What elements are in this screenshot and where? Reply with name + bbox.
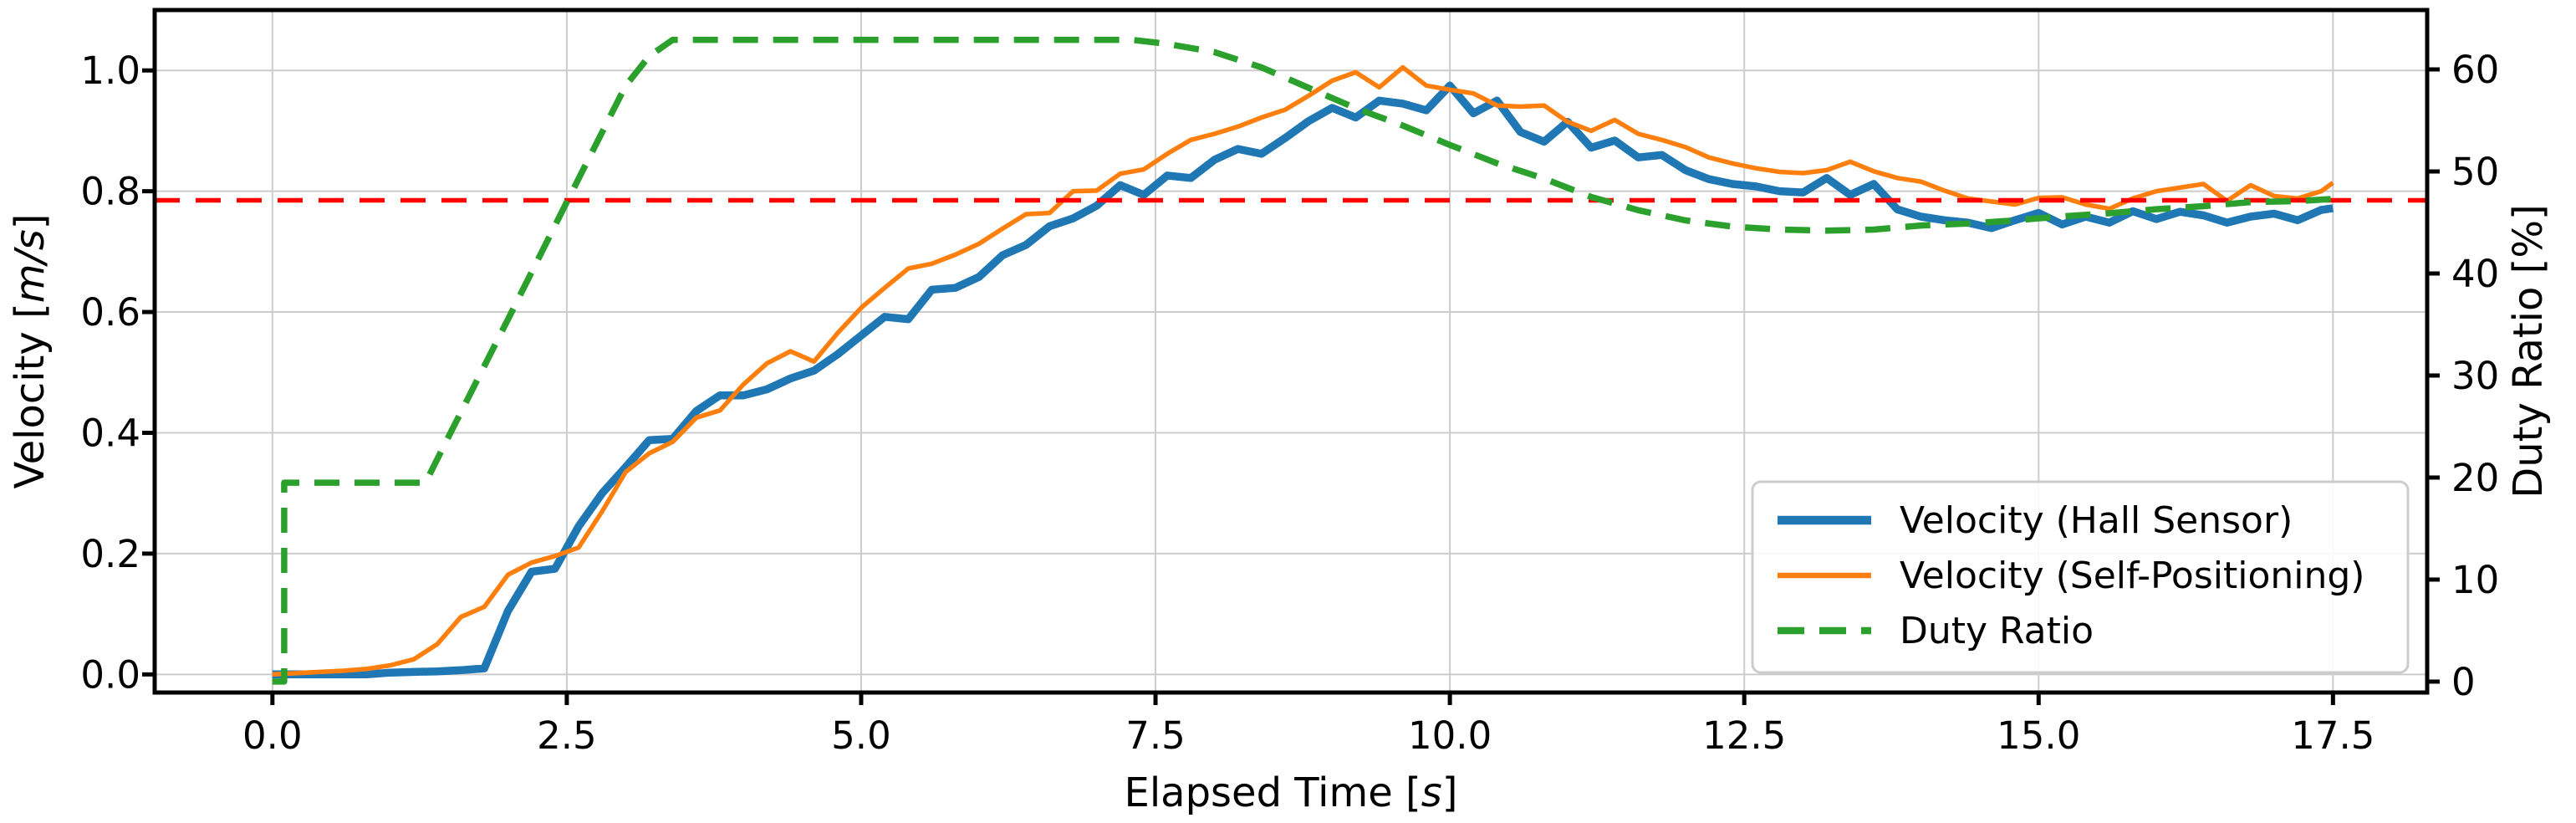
legend-label: Duty Ratio [1900, 610, 2094, 652]
y-right-tick-label: 60 [2451, 48, 2499, 92]
y-left-tick-label: 0.0 [80, 652, 140, 697]
y-right-tick-label: 30 [2451, 354, 2499, 398]
data-series-layer [155, 36, 2427, 685]
plot-spines [152, 8, 2430, 695]
x-tick-label: 17.5 [2291, 713, 2375, 758]
y-right-tick-label: 20 [2451, 456, 2499, 500]
y-right-tick-label: 50 [2451, 150, 2499, 194]
legend-label: Velocity (Hall Sensor) [1900, 499, 2293, 542]
x-tick-label: 7.5 [1125, 713, 1186, 758]
x-tick-label: 0.0 [242, 713, 303, 758]
y-left-tick-label: 0.2 [80, 532, 140, 576]
y-right-tick-label: 0 [2451, 660, 2476, 704]
x-axis-label: Elapsed Time [s] [1124, 769, 1457, 816]
y-right-axis-label: Duty Ratio [%] [2505, 204, 2552, 498]
x-tick-label: 12.5 [1702, 713, 1786, 758]
y-right-tick-label: 40 [2451, 252, 2499, 296]
duty-ratio-line [272, 36, 2334, 685]
axes-layer: 0.0 2.5 5.0 7.5 10.0 12.5 15.0 17.5 0.0 0.2 0.4 0.6… [7, 8, 2552, 816]
x-tick-label: 2.5 [537, 713, 597, 758]
y-left-tick-label: 0.8 [80, 170, 140, 214]
legend: Velocity (Hall Sensor) Velocity (Self-Pos… [1751, 480, 2410, 674]
y-left-tick-label: 0.4 [80, 411, 140, 455]
hall-sensor-velocity-line [272, 81, 2334, 679]
x-tick-label: 15.0 [1997, 713, 2080, 758]
legend-label: Velocity (Self-Positioning) [1900, 555, 2364, 597]
y-right-tick-label: 10 [2451, 558, 2499, 602]
x-tick-label: 5.0 [831, 713, 891, 758]
y-left-tick-label: 0.6 [80, 290, 140, 335]
legend-frame [1751, 480, 2410, 674]
x-tick-label: 10.0 [1408, 713, 1492, 758]
y-left-axis-label: Velocity [m/s] [7, 214, 54, 489]
y-left-tick-label: 1.0 [80, 49, 140, 93]
